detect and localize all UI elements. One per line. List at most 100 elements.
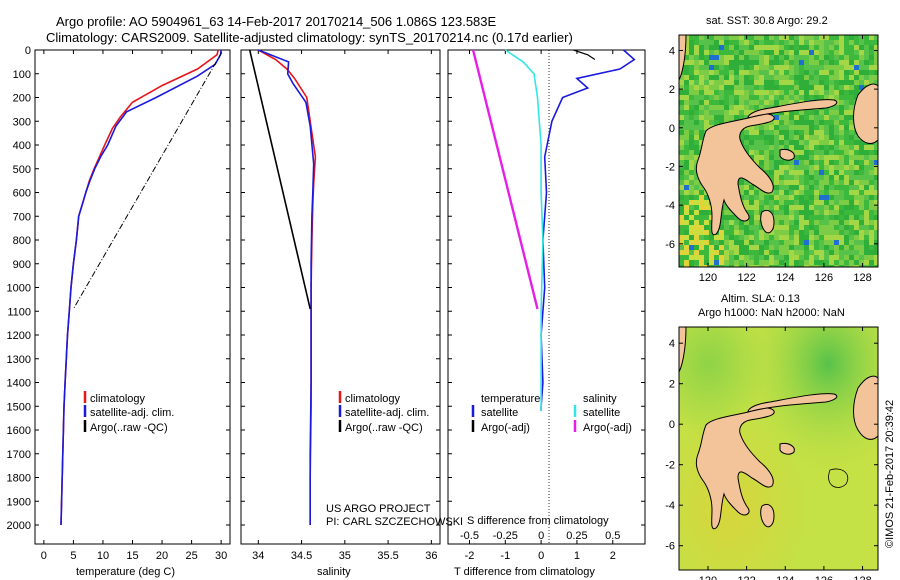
sst-cell	[759, 125, 764, 130]
sst-cell	[829, 160, 834, 165]
depth-tick-label: 1800	[7, 473, 31, 485]
sst-cell	[704, 35, 709, 40]
sst-cell	[739, 85, 744, 90]
sst-cell	[849, 185, 854, 190]
sst-cell	[684, 50, 689, 55]
sst-cell	[874, 170, 878, 175]
sst-cell	[864, 230, 869, 235]
sst-cell	[824, 180, 829, 185]
legend-argo: Argo(..raw -QC)	[90, 422, 168, 434]
sst-cell	[694, 250, 699, 255]
sst-cell	[704, 215, 709, 220]
sst-cell	[774, 100, 779, 105]
sst-cell	[679, 220, 684, 225]
sst-cell	[779, 120, 784, 125]
sst-cell	[774, 150, 779, 155]
sst-cell	[744, 245, 749, 250]
sst-cell	[704, 40, 709, 45]
difference-xlabel-top: S difference from climatology	[467, 515, 609, 527]
sst-cell	[799, 265, 804, 267]
sst-cell	[784, 110, 789, 115]
sst-cell	[859, 85, 864, 90]
map-y-tick-label: 4	[669, 338, 675, 350]
sst-cell	[834, 115, 839, 120]
sst-cell	[849, 115, 854, 120]
sst-cell	[829, 240, 834, 245]
sst-cell	[864, 45, 869, 50]
temperature-x-tick-label: 10	[97, 550, 109, 562]
sst-cell	[824, 65, 829, 70]
sst-cell	[814, 255, 819, 260]
sst-cell	[859, 215, 864, 220]
sst-cell	[709, 105, 714, 110]
sst-cell	[784, 50, 789, 55]
salinity-x-tick-label: 36	[425, 550, 437, 562]
sst-cell	[699, 90, 704, 95]
sst-cell	[854, 255, 859, 260]
sst-cell	[684, 250, 689, 255]
sst-cell	[774, 265, 779, 267]
sst-cell	[799, 200, 804, 205]
sulawesi-land	[695, 407, 775, 530]
sst-cell	[684, 115, 689, 120]
sst-cell	[699, 45, 704, 50]
sst-cell	[764, 240, 769, 245]
sst-cell	[769, 55, 774, 60]
sst-cell	[864, 75, 869, 80]
sst-cell	[799, 65, 804, 70]
sst-cell	[869, 215, 874, 220]
sst-cell	[784, 210, 789, 215]
sst-cell	[819, 90, 824, 95]
sst-cell	[824, 45, 829, 50]
sst-cell	[854, 145, 859, 150]
sst-cell	[804, 260, 809, 265]
legend-argo: Argo(..raw -QC)	[345, 422, 423, 434]
sst-cell	[694, 110, 699, 115]
map-y-tick-label: 4	[669, 45, 675, 57]
sst-cell	[789, 240, 794, 245]
sst-cell	[764, 260, 769, 265]
sst-cell	[769, 40, 774, 45]
sst-cell	[709, 35, 714, 40]
sst-cell	[874, 250, 878, 255]
sst-cell	[844, 155, 849, 160]
sst-cell	[864, 210, 869, 215]
sst-cell	[684, 240, 689, 245]
sst-cell	[774, 215, 779, 220]
sst-cell	[874, 185, 878, 190]
sst-cell	[864, 40, 869, 45]
salinity-satellite-line	[258, 49, 315, 525]
sst-cell	[759, 35, 764, 40]
sst-cell	[704, 230, 709, 235]
sst-cell	[684, 245, 689, 250]
sst-cell	[829, 105, 834, 110]
sst-cell	[764, 55, 769, 60]
sst-cell	[839, 105, 844, 110]
sst-cell	[854, 65, 859, 70]
sst-cell	[724, 210, 729, 215]
sst-cell	[809, 225, 814, 230]
sst-cell	[869, 70, 874, 75]
sst-cell	[804, 65, 809, 70]
sst-cell	[849, 160, 854, 165]
sst-cell	[679, 85, 684, 90]
sst-cell	[699, 85, 704, 90]
sst-cell	[734, 80, 739, 85]
sst-cell	[739, 245, 744, 250]
sst-cell	[839, 260, 844, 265]
legend-salinity-heading: salinity	[583, 393, 617, 405]
map-y-tick-label: -2	[665, 460, 675, 472]
sst-cell	[869, 250, 874, 255]
sst-cell	[774, 190, 779, 195]
sst-cell	[834, 260, 839, 265]
sst-cell	[864, 35, 869, 40]
sst-cell	[829, 190, 834, 195]
sst-cell	[704, 55, 709, 60]
sst-cell	[694, 80, 699, 85]
sst-cell	[839, 215, 844, 220]
buton-island	[760, 503, 775, 528]
sst-cell	[689, 75, 694, 80]
sst-cell	[829, 55, 834, 60]
sst-cell	[699, 255, 704, 260]
sst-cell	[834, 265, 839, 267]
